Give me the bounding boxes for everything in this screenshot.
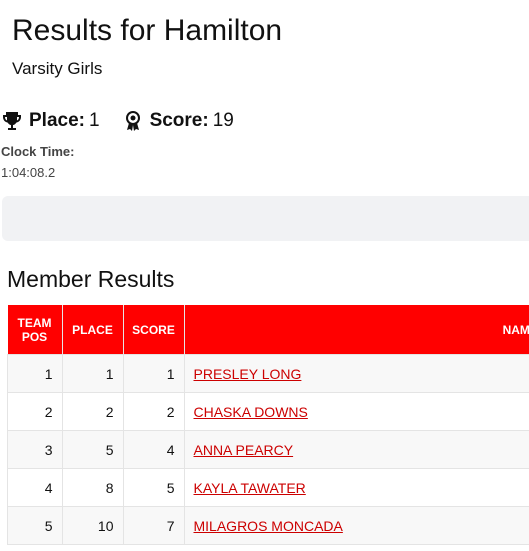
award-icon: [125, 111, 140, 131]
column-header: TEAM POS: [7, 305, 63, 355]
name-cell: KAYLA TAWATER: [183, 468, 529, 507]
stats: Place: 1 Score: 19: [1, 110, 234, 132]
subtitle: Varsity Girls: [12, 59, 103, 78]
column-header: SCORE: [123, 305, 185, 355]
cell: 5: [122, 468, 185, 507]
cell: 1: [7, 354, 63, 393]
score-value: 19: [212, 110, 234, 131]
cell: 4: [7, 468, 63, 507]
place-label: Place:: [29, 110, 85, 131]
score-label: Score:: [149, 110, 209, 131]
clock-value: 1:04:08.2: [1, 165, 56, 180]
table-row: 4 8 5 KAYLA TAWATER: [7, 468, 529, 507]
name-cell: ANNA PEARCY: [183, 430, 529, 469]
cell: 1: [122, 354, 185, 393]
cell: 1: [61, 354, 124, 393]
name-cell: CHASKA DOWNS: [183, 392, 529, 431]
athlete-link[interactable]: CHASKA DOWNS: [193, 403, 308, 420]
athlete-link[interactable]: MILAGROS MONCADA: [193, 517, 343, 534]
page-title: Results for Hamilton: [12, 14, 283, 47]
cell: 7: [122, 506, 185, 545]
cell: 4: [122, 430, 185, 469]
name-cell: MILAGROS MONCADA: [183, 506, 529, 545]
athlete-link[interactable]: ANNA PEARCY: [193, 441, 294, 458]
table-row: 5 10 7 MILAGROS MONCADA: [7, 506, 529, 545]
cell: 10: [61, 506, 124, 545]
athlete-link[interactable]: PRESLEY LONG: [193, 365, 302, 382]
place-value: 1: [88, 110, 100, 131]
table-row: 1 1 1 PRESLEY LONG: [7, 354, 529, 393]
column-header: PLACE: [62, 305, 124, 355]
section-title: Member Results: [7, 266, 175, 292]
column-header: NAME: [184, 305, 529, 355]
table-row: 3 5 4 ANNA PEARCY: [7, 430, 529, 469]
name-cell: PRESLEY LONG: [183, 354, 529, 393]
cell: 2: [7, 392, 63, 431]
cell: 5: [7, 506, 63, 545]
table-body: 1 1 1 PRESLEY LONG 2 2 2 CHASKA DOWNS 3 5 4 ANNA PE…: [7, 354, 529, 545]
cell: 5: [61, 430, 124, 469]
header-row: TEAM POSPLACESCORENAME: [7, 305, 529, 355]
athlete-link[interactable]: KAYLA TAWATER: [193, 479, 306, 496]
cell: 8: [61, 468, 124, 507]
cell: 3: [7, 430, 63, 469]
info-panel: [2, 196, 529, 241]
cell: 2: [122, 392, 185, 431]
table-row: 2 2 2 CHASKA DOWNS: [7, 392, 529, 431]
clock-label: Clock Time:: [1, 144, 75, 159]
trophy-icon: [3, 112, 21, 130]
cell: 2: [61, 392, 124, 431]
